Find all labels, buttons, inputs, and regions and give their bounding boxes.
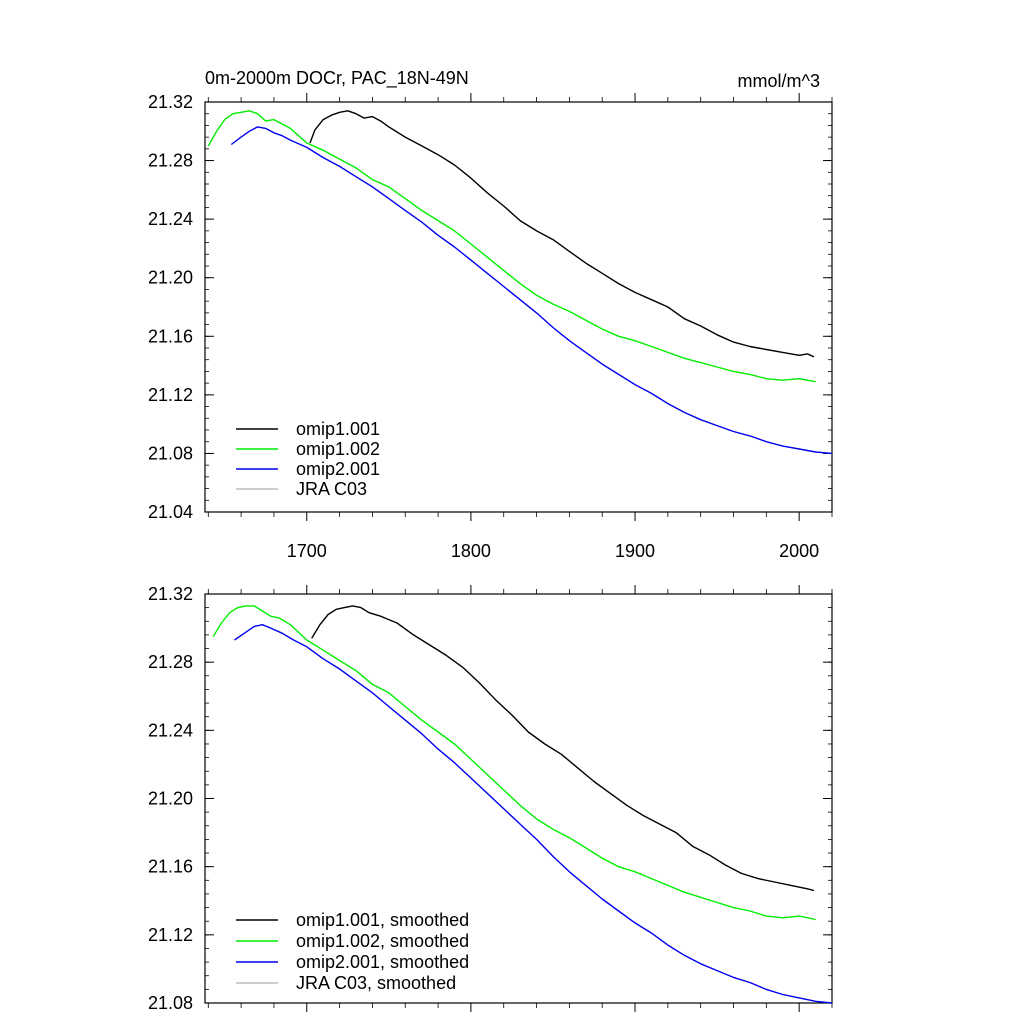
top-x-tick-label: 1800 (451, 541, 491, 561)
bottom-panel: 21.08 21.12 21.16 21.20 21.24 21.28 21.32 omip1… (148, 584, 833, 1013)
bottom-series-line-3 (234, 624, 832, 1004)
top-y-tick-label: 21.32 (148, 92, 193, 112)
top-y-tick-label: 21.20 (148, 268, 193, 288)
units-label: mmol/m^3 (738, 71, 820, 91)
top-x-tick-label: 1700 (287, 541, 327, 561)
plot-title: 0m-2000m DOCr, PAC_18N-49N (205, 68, 469, 89)
top-legend-label-1: omip1.001 (296, 419, 380, 439)
top-y-tick-label: 21.08 (148, 443, 193, 463)
top-legend-label-4: JRA C03 (296, 479, 367, 499)
bottom-legend-label-2: omip1.002, smoothed (296, 931, 469, 951)
top-panel: 21.04 21.08 21.12 21.16 21.20 21.24 21.28 21.32… (148, 92, 833, 561)
bottom-legend-label-4: JRA C03, smoothed (296, 973, 456, 993)
top-x-tick-label: 2000 (779, 541, 819, 561)
top-plot-frame (204, 101, 833, 513)
bottom-y-tick-label: 21.24 (148, 720, 193, 740)
top-series-line-1 (309, 110, 815, 358)
top-y-tick-label: 21.12 (148, 385, 193, 405)
bottom-y-tick-label: 21.16 (148, 857, 193, 877)
top-series-line-3 (230, 126, 832, 455)
bottom-y-tick-label: 21.32 (148, 584, 193, 604)
top-legend-label-2: omip1.002 (296, 439, 380, 459)
top-series-line-2 (207, 110, 816, 383)
top-x-tick-label: 1900 (615, 541, 655, 561)
top-y-tick-label: 21.28 (148, 151, 193, 171)
bottom-y-tick-label: 21.28 (148, 652, 193, 672)
bottom-y-tick-label: 21.20 (148, 789, 193, 809)
bottom-legend-label-3: omip2.001, smoothed (296, 952, 469, 972)
top-y-tick-label: 21.04 (148, 502, 193, 522)
bottom-y-tick-label: 21.08 (148, 993, 193, 1013)
bottom-y-tick-label: 21.12 (148, 925, 193, 945)
bottom-series-line-2 (212, 605, 816, 921)
top-y-tick-label: 21.24 (148, 209, 193, 229)
top-y-tick-label: 21.16 (148, 326, 193, 346)
bottom-series-line-1 (311, 605, 815, 892)
bottom-legend-label-1: omip1.001, smoothed (296, 910, 469, 930)
top-legend-label-3: omip2.001 (296, 459, 380, 479)
